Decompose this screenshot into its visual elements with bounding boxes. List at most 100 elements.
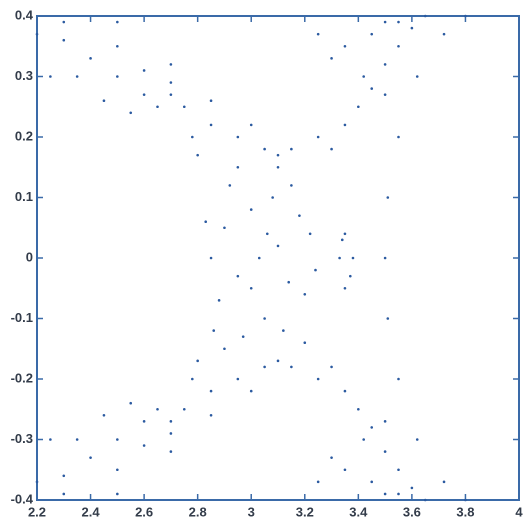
point	[102, 414, 106, 417]
point	[343, 286, 347, 290]
point	[196, 153, 199, 157]
point	[142, 93, 146, 96]
point	[75, 75, 79, 78]
point	[303, 341, 307, 345]
point	[249, 389, 253, 393]
point	[343, 468, 347, 472]
point	[116, 492, 119, 496]
point	[410, 26, 414, 30]
point	[290, 147, 293, 151]
point	[343, 232, 347, 236]
point	[263, 317, 266, 320]
point	[330, 57, 333, 60]
point	[397, 20, 400, 24]
x-tick-label: 3.4	[349, 504, 368, 519]
point	[89, 57, 92, 60]
point	[236, 165, 240, 169]
point	[263, 147, 266, 151]
point	[116, 75, 119, 78]
point	[257, 256, 261, 260]
point	[383, 450, 387, 453]
y-tick-label: 0.2	[15, 128, 33, 143]
point	[316, 32, 320, 36]
point	[276, 244, 280, 248]
point	[276, 359, 280, 363]
point	[209, 256, 213, 260]
point	[249, 286, 253, 290]
point	[316, 377, 320, 381]
point	[236, 135, 240, 139]
point	[362, 438, 365, 441]
x-tick-label: 3.6	[403, 504, 421, 519]
point	[191, 135, 194, 139]
point	[362, 75, 365, 78]
point	[129, 111, 133, 115]
point	[464, 14, 467, 18]
point	[308, 232, 312, 236]
point	[212, 329, 216, 332]
point	[49, 75, 52, 78]
point	[209, 389, 213, 393]
point	[62, 492, 66, 496]
point	[209, 99, 213, 102]
point	[442, 480, 446, 484]
point	[415, 75, 419, 78]
point	[249, 208, 253, 211]
point	[228, 184, 232, 187]
y-tick-label: 0	[26, 249, 33, 264]
point	[464, 498, 467, 502]
point	[169, 420, 173, 423]
point	[397, 44, 400, 48]
point	[116, 20, 119, 24]
point	[142, 69, 146, 72]
point	[49, 438, 52, 441]
point	[370, 32, 374, 36]
point	[330, 147, 333, 151]
point	[423, 498, 427, 502]
point	[169, 81, 173, 84]
point	[357, 407, 360, 411]
point	[383, 256, 387, 260]
x-tick-label: 2.4	[82, 504, 101, 519]
point	[397, 468, 400, 472]
point	[442, 32, 446, 36]
point	[397, 377, 400, 381]
point	[209, 123, 213, 127]
point	[75, 438, 79, 441]
y-tick-label: 0.3	[15, 68, 33, 83]
point	[343, 44, 347, 48]
point	[62, 38, 66, 42]
y-tick-label: -0.2	[11, 370, 33, 385]
point	[156, 105, 159, 109]
point	[223, 347, 226, 351]
y-tick-label: 0.4	[15, 7, 34, 22]
point	[204, 220, 207, 223]
point	[191, 377, 194, 381]
point	[236, 274, 240, 278]
point	[169, 63, 173, 66]
point	[386, 196, 390, 199]
point	[343, 389, 347, 393]
point	[383, 93, 387, 96]
point	[415, 438, 419, 441]
point	[351, 256, 355, 260]
point	[116, 468, 119, 472]
point	[236, 377, 240, 381]
point	[89, 456, 92, 459]
point	[35, 32, 39, 36]
point	[290, 365, 293, 369]
point	[298, 214, 301, 217]
point	[182, 105, 186, 109]
point	[287, 280, 291, 284]
y-tick-label: -0.4	[11, 491, 34, 506]
point	[182, 407, 186, 411]
point	[370, 87, 374, 90]
point	[290, 184, 293, 187]
x-tick-label: 2.2	[28, 504, 46, 519]
point	[116, 44, 119, 48]
point	[142, 420, 146, 423]
point	[265, 232, 269, 236]
point	[330, 456, 333, 459]
point	[397, 492, 400, 496]
